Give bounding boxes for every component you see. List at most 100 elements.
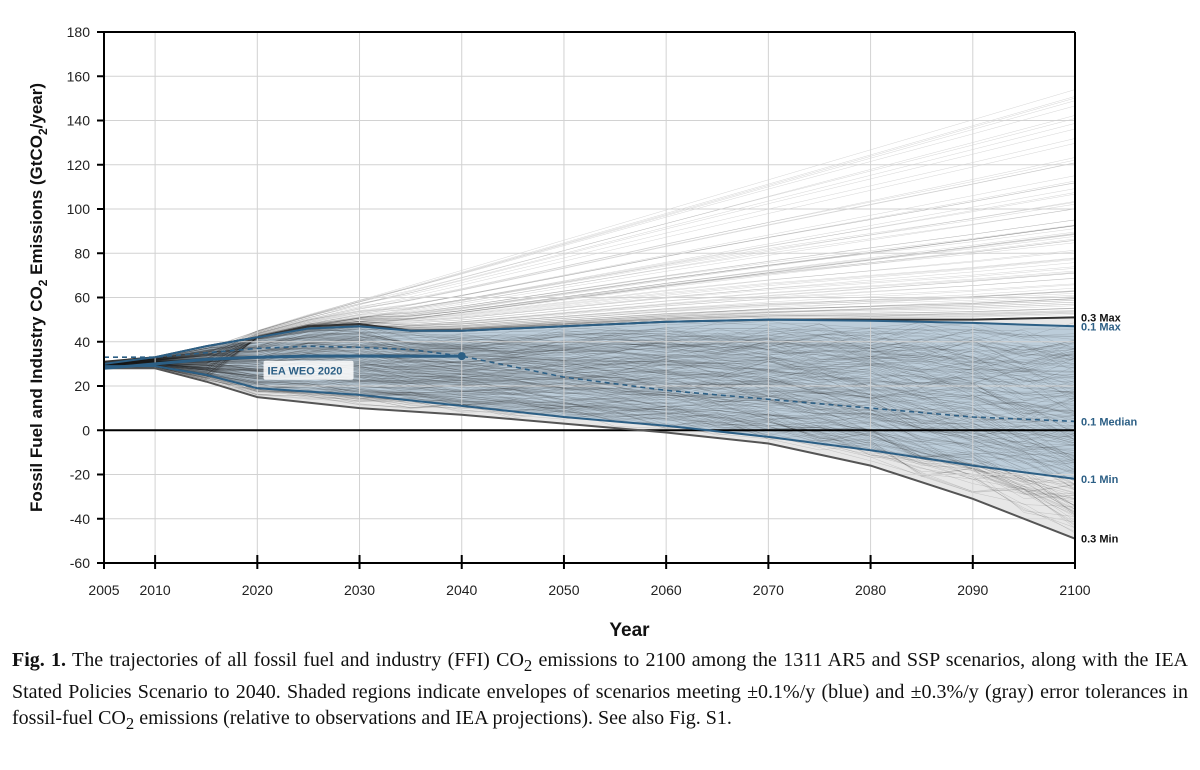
- end-label-0-1-max: 0.1 Max: [1081, 321, 1122, 333]
- scenario-trajectory: [103, 353, 1076, 397]
- y-tick-label: 20: [74, 378, 90, 394]
- scenario-trajectory: [103, 364, 1076, 473]
- scenario-trajectory: [103, 364, 1076, 464]
- iea-weo-endpoint: [457, 352, 466, 361]
- scenario-trajectory: [103, 342, 1076, 391]
- scenario-trajectory: [103, 365, 1076, 484]
- y-axis-title-part: Fossil Fuel and Industry CO: [27, 286, 46, 512]
- y-tick-label: -20: [70, 467, 90, 483]
- scenario-trajectory: [103, 337, 1076, 372]
- scenario-trajectory: [103, 240, 1076, 366]
- y-tick-label: 0: [82, 422, 90, 438]
- scenario-trajectory: [103, 349, 1076, 402]
- scenario-trajectory: [103, 366, 1076, 506]
- scenario-trajectory: [103, 341, 1076, 386]
- x-tick-label: 2010: [140, 582, 171, 598]
- envelope-lines: [103, 316, 1076, 540]
- labels: IEA WEO 2020 Year Fossil Fuel and Industry…: [27, 83, 1138, 641]
- x-tick-label: 2040: [446, 582, 477, 598]
- caption-label: Fig. 1.: [12, 649, 67, 671]
- line-0-1-max: [103, 318, 1076, 365]
- scenario-trajectory: [103, 332, 1076, 364]
- scenario-trajectory: [103, 365, 1076, 482]
- scenario-trajectory: [103, 365, 1076, 485]
- x-tick-label: 2050: [548, 582, 579, 598]
- scenario-trajectory: [103, 105, 1076, 364]
- scenario-trajectory: [103, 365, 1076, 483]
- scenario-trajectory: [103, 349, 1076, 397]
- y-tick-label: 100: [67, 201, 91, 217]
- scenario-trajectory: [103, 364, 1076, 470]
- scenario-trajectory: [103, 339, 1076, 369]
- x-tick-label: 2080: [855, 582, 886, 598]
- y-tick-label: 180: [67, 24, 91, 40]
- scenario-trajectory: [103, 336, 1076, 379]
- scenario-trajectory: [103, 366, 1076, 491]
- scenario-trajectory: [103, 322, 1076, 363]
- scenario-trajectory: [103, 340, 1076, 364]
- scenario-trajectory: [103, 234, 1076, 364]
- iea-weo-label: IEA WEO 2020: [268, 366, 343, 378]
- y-tick-label: -40: [70, 511, 90, 527]
- scenario-trajectory: [103, 336, 1076, 367]
- scenario-trajectory: [103, 251, 1076, 371]
- scenario-trajectory: [103, 343, 1076, 389]
- scenario-trajectory: [103, 118, 1076, 364]
- end-label-0-1-median: 0.1 Median: [1081, 416, 1138, 428]
- scenario-trajectory: [103, 341, 1076, 374]
- y-axis-title-part: 2: [36, 279, 50, 286]
- scenario-trajectory: [103, 365, 1076, 515]
- scenario-trajectory: [103, 333, 1076, 366]
- scenario-trajectory: [103, 334, 1076, 364]
- scenario-trajectory: [103, 339, 1076, 373]
- scenario-trajectory: [103, 367, 1076, 529]
- x-tick-label: 2100: [1059, 582, 1090, 598]
- scenario-trajectory: [103, 366, 1076, 510]
- y-axis-title-part: Emissions (GtCO: [27, 135, 46, 280]
- scenario-trajectory: [103, 268, 1076, 373]
- scenario-trajectory: [103, 159, 1076, 365]
- scenario-trajectory: [103, 298, 1076, 364]
- scenario-trajectory: [103, 365, 1076, 489]
- caption-text-2: emissions to 2100 among the 1311 AR5 and…: [12, 649, 1188, 729]
- scenario-trajectory: [103, 301, 1076, 369]
- end-label-0-1-min: 0.1 Min: [1081, 474, 1119, 486]
- envelope-0-1: [104, 319, 1075, 479]
- caption-sub-2: 2: [125, 714, 135, 733]
- scenario-trajectories: [103, 89, 1076, 534]
- x-tick-label: 2090: [957, 582, 988, 598]
- scenario-trajectory: [103, 345, 1076, 379]
- scenario-trajectory: [103, 366, 1076, 506]
- end-label-0-3-min: 0.3 Min: [1081, 534, 1119, 546]
- scenario-trajectory: [103, 366, 1076, 523]
- scenario-trajectory: [103, 348, 1076, 396]
- scenario-trajectory: [103, 320, 1076, 363]
- scenario-trajectory: [103, 366, 1076, 525]
- scenario-trajectory: [103, 342, 1076, 372]
- scenario-trajectory: [103, 337, 1076, 364]
- scenario-trajectory: [103, 329, 1076, 363]
- y-tick-label: 160: [67, 68, 91, 84]
- scenario-trajectory: [103, 341, 1076, 364]
- scenario-trajectory: [103, 203, 1076, 366]
- scenario-trajectory: [103, 329, 1076, 363]
- scenario-trajectory: [103, 343, 1076, 375]
- scenario-trajectory: [103, 258, 1076, 371]
- caption-text-1: The trajectories of all fossil fuel and …: [66, 649, 524, 671]
- scenario-trajectory: [103, 236, 1076, 367]
- y-axis-title-part: /year): [27, 83, 46, 128]
- scenario-trajectory: [103, 162, 1076, 364]
- scenario-trajectory: [103, 242, 1076, 368]
- scenario-trajectory: [103, 336, 1076, 363]
- scenario-trajectory: [103, 257, 1076, 369]
- scenario-trajectory: [103, 366, 1076, 522]
- scenario-trajectory: [103, 182, 1076, 365]
- scenario-trajectory: [103, 175, 1076, 363]
- scenario-trajectory: [103, 89, 1076, 363]
- scenario-trajectory: [103, 96, 1076, 364]
- scenario-trajectory: [103, 323, 1076, 363]
- scenario-trajectory: [103, 341, 1076, 385]
- scenario-trajectory: [103, 365, 1076, 458]
- scenario-trajectory: [103, 100, 1076, 364]
- scenario-trajectory: [103, 340, 1076, 382]
